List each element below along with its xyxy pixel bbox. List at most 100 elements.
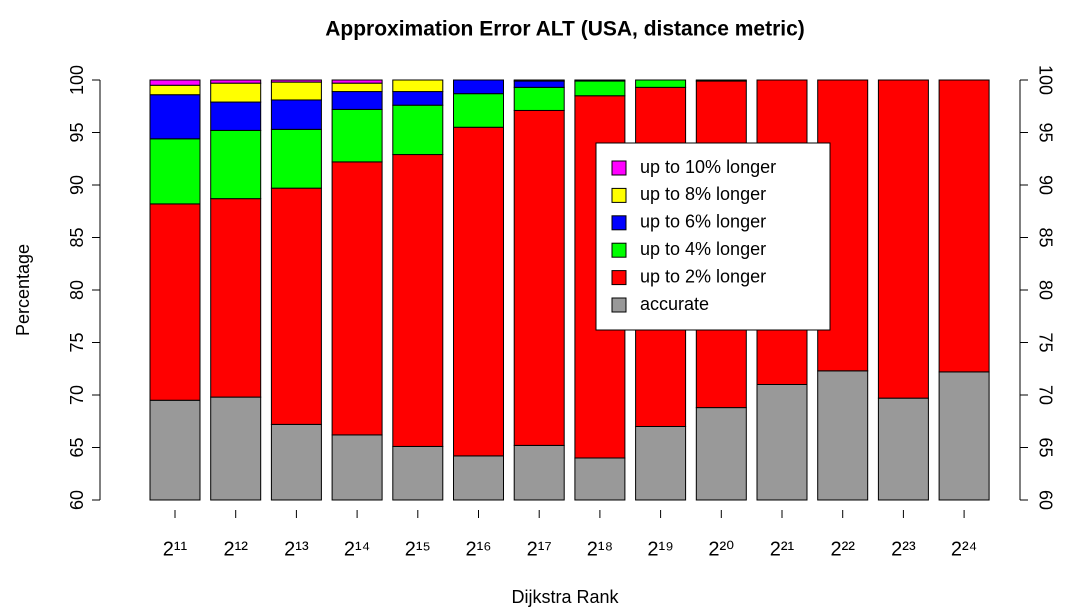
bar-segment: [513, 444, 565, 501]
legend-label: up to 6% longer: [640, 212, 766, 232]
x-tick-label: 2²¹: [770, 538, 795, 560]
x-tick-label: 2²⁰: [708, 538, 734, 560]
legend-box: [595, 142, 831, 331]
x-tick-label: 2¹²: [223, 538, 248, 560]
bar-segment: [453, 126, 504, 457]
x-tick-label: 2¹⁴: [344, 538, 370, 560]
bar-segment: [817, 370, 869, 501]
legend-label: up to 10% longer: [640, 157, 776, 177]
bar-segment: [270, 187, 322, 425]
bar-segment: [453, 79, 504, 95]
bar-segment: [149, 84, 201, 96]
bar-segment: [149, 94, 201, 140]
y2-tick-label: 65: [1035, 437, 1055, 457]
y-tick-label: 70: [67, 385, 87, 405]
bar-segment: [210, 129, 262, 200]
bar-segment: [392, 79, 444, 93]
y2-tick-label: 70: [1035, 385, 1055, 405]
bar-segment: [695, 407, 747, 501]
y2-tick-label: 85: [1035, 227, 1055, 247]
bar-segment: [270, 423, 322, 501]
chart-title: Approximation Error ALT (USA, distance m…: [325, 18, 805, 41]
x-tick-label: 2¹⁷: [527, 538, 552, 560]
legend-swatch: [611, 242, 627, 258]
bar-segment: [210, 101, 262, 131]
bar-segment: [392, 445, 444, 501]
x-tick-label: 2²³: [891, 538, 916, 560]
legend-swatch: [611, 215, 627, 231]
x-tick-label: 2¹¹: [163, 538, 188, 560]
legend-swatch: [611, 187, 627, 203]
bar-segment: [513, 79, 565, 82]
bar-segment: [877, 397, 929, 501]
x-tick-label: 2²²: [830, 538, 855, 560]
bar-segment: [270, 99, 322, 130]
y-tick-label: 60: [67, 490, 87, 510]
y-tick-label: 75: [67, 332, 87, 352]
bar-segment: [938, 371, 990, 501]
bar-segment: [574, 79, 626, 82]
legend-swatch: [611, 160, 627, 176]
bar-segment: [210, 79, 262, 84]
y2-tick-label: 60: [1035, 490, 1055, 510]
bar-segment: [392, 91, 444, 106]
bar-segment: [331, 82, 383, 93]
bar-segment: [210, 198, 262, 398]
bar-segment: [270, 79, 322, 83]
bar-segment: [877, 79, 929, 399]
bar-segment: [270, 81, 322, 101]
bar-segment: [453, 455, 504, 501]
bar-segment: [331, 161, 383, 436]
legend-label: up to 2% longer: [640, 266, 766, 286]
bar-segment: [210, 396, 262, 501]
bar-segment: [453, 93, 504, 128]
y-tick-label: 65: [67, 437, 87, 457]
y-tick-label: 95: [67, 122, 87, 142]
legend-swatch: [611, 297, 627, 313]
y2-tick-label: 95: [1035, 122, 1055, 142]
bar-segment: [695, 79, 747, 82]
bar-segment: [149, 399, 201, 501]
bar-segment: [574, 80, 626, 97]
bar-segment: [331, 91, 383, 110]
bar-segment: [574, 457, 626, 501]
bar-segment: [513, 80, 565, 88]
bar-segment: [513, 86, 565, 111]
x-axis-label: Dijkstra Rank: [511, 587, 619, 607]
bar-segment: [149, 79, 201, 86]
bar-segment: [392, 154, 444, 447]
bar-segment: [938, 79, 990, 373]
y2-tick-label: 75: [1035, 332, 1055, 352]
bar-segment: [210, 82, 262, 103]
bar-segment: [635, 79, 687, 88]
x-tick-label: 2¹³: [284, 538, 309, 560]
legend-label: up to 4% longer: [640, 239, 766, 259]
y2-tick-label: 90: [1035, 175, 1055, 195]
legend-swatch: [611, 270, 627, 286]
x-tick-label: 2¹⁸: [587, 538, 613, 560]
y-tick-label: 85: [67, 227, 87, 247]
x-tick-label: 2¹⁶: [465, 538, 491, 560]
x-tick-label: 2²⁴: [951, 538, 977, 560]
bar-segment: [392, 104, 444, 156]
bar-segment: [513, 109, 565, 446]
bar-segment: [149, 138, 201, 205]
bar-segment: [635, 426, 687, 501]
bar-segment: [331, 108, 383, 163]
x-tick-label: 2¹⁵: [405, 538, 431, 560]
bar-segment: [149, 203, 201, 401]
bar-segment: [756, 384, 808, 501]
y-tick-label: 100: [67, 65, 87, 95]
y-tick-label: 80: [67, 280, 87, 300]
legend-label: up to 8% longer: [640, 184, 766, 204]
bar-segment: [331, 434, 383, 501]
legend-label: accurate: [640, 294, 709, 314]
y-axis-label: Percentage: [13, 244, 33, 336]
y-tick-label: 90: [67, 175, 87, 195]
bar-segment: [270, 128, 322, 189]
bar-segment: [331, 79, 383, 84]
y2-tick-label: 100: [1035, 65, 1055, 95]
y2-tick-label: 80: [1035, 280, 1055, 300]
x-tick-label: 2¹⁹: [647, 538, 673, 560]
